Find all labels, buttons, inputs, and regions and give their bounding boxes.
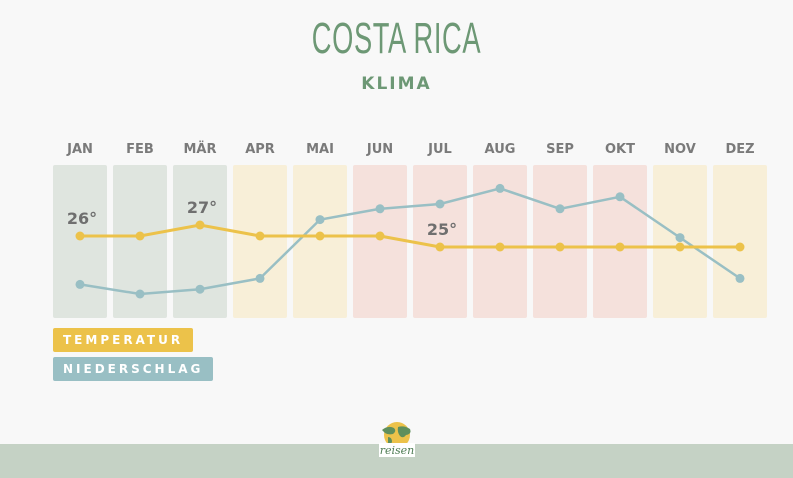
temperature-data-label: 27° — [187, 198, 217, 217]
month-label: MÄR — [183, 141, 216, 157]
temperature-point — [555, 242, 565, 252]
precipitation-point — [675, 233, 685, 243]
precipitation-point — [135, 289, 145, 299]
temperature-point — [615, 242, 625, 252]
precipitation-point — [315, 215, 325, 225]
month-label: JUN — [366, 142, 393, 157]
month-label: OKT — [605, 142, 635, 157]
precipitation-point — [735, 273, 745, 283]
legend-temperature: TEMPERATUR — [53, 328, 194, 352]
month-band — [713, 165, 767, 318]
month-band — [113, 165, 167, 318]
month-label: FEB — [126, 142, 154, 157]
temperature-point — [255, 231, 265, 241]
precipitation-point — [195, 284, 205, 294]
month-label: NOV — [664, 142, 696, 157]
precipitation-point — [615, 192, 625, 202]
month-band — [413, 165, 467, 318]
month-label: JUL — [427, 142, 452, 157]
month-band — [233, 165, 287, 318]
reisen-logo: reisen — [379, 422, 415, 457]
precipitation-line — [79, 187, 741, 296]
month-label: APR — [245, 142, 275, 157]
precipitation-point — [435, 199, 445, 209]
temperature-line — [80, 223, 740, 249]
temperature-data-label: 26° — [67, 209, 97, 228]
month-label: SEP — [546, 142, 574, 157]
temperature-point — [735, 242, 745, 252]
temperature-point — [135, 231, 145, 241]
logo-text: reisen — [380, 444, 415, 457]
temperature-point — [195, 220, 205, 230]
temperature-point — [375, 231, 385, 241]
month-label: MAI — [306, 142, 334, 157]
page-subtitle: KLIMA — [361, 74, 432, 94]
precipitation-point — [375, 204, 385, 214]
month-band — [593, 165, 647, 318]
month-label: DEZ — [725, 142, 754, 157]
month-band — [473, 165, 527, 318]
page-title: COSTA RICA — [311, 14, 482, 63]
temperature-point — [75, 231, 85, 241]
temperature-point — [315, 231, 325, 241]
month-band — [353, 165, 407, 318]
climate-chart: JAN FEB MÄR APR MAI JUN JUL AUG SEP OKT NOV DEZ 26° 2… — [53, 141, 767, 318]
month-label: AUG — [485, 142, 516, 157]
month-band — [53, 165, 107, 318]
temperature-data-label: 25° — [427, 220, 457, 239]
temperature-point — [495, 242, 505, 252]
temperature-point — [675, 242, 685, 252]
month-band — [533, 165, 587, 318]
precipitation-point — [255, 273, 265, 283]
precipitation-point — [555, 204, 565, 214]
temperature-point — [435, 242, 445, 252]
month-band — [173, 165, 227, 318]
month-label: JAN — [66, 142, 93, 157]
precipitation-point — [75, 279, 85, 289]
legend-precipitation: NIEDERSCHLAG — [53, 357, 214, 381]
precipitation-point — [495, 183, 505, 193]
month-band — [293, 165, 347, 318]
